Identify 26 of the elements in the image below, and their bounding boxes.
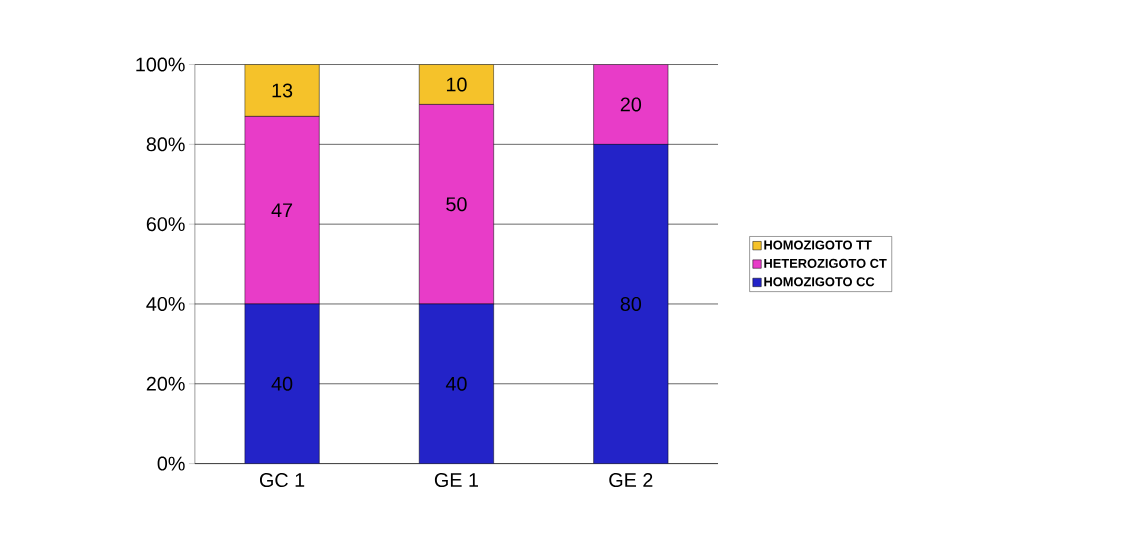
y-tick-label: 0%: [157, 456, 185, 471]
bar: [244, 303, 320, 464]
y-tick-label: 40%: [146, 296, 185, 311]
data-label: 47: [271, 203, 293, 218]
data-label: 10: [446, 77, 467, 92]
data-label: 13: [272, 83, 293, 98]
bar: [418, 303, 494, 464]
x-tick-label: GE 2: [609, 473, 653, 488]
x-tick-label: GC 1: [259, 473, 305, 488]
x-tick-label: GE 1: [434, 473, 479, 488]
y-tick-label: 100%: [136, 57, 185, 72]
bar: [593, 144, 669, 464]
data-label: 80: [620, 296, 642, 311]
y-tick-label: 80%: [146, 137, 185, 152]
legend-label: HOMOZIGOTO TT: [764, 240, 872, 250]
data-label: 50: [446, 197, 467, 212]
data-label: 40: [271, 376, 293, 391]
bar: [593, 64, 669, 145]
y-tick-label: 60%: [146, 217, 185, 232]
data-label: 20: [620, 97, 642, 112]
legend-label: HETEROZIGOTO CT: [764, 258, 887, 268]
bar: [244, 116, 320, 305]
data-label: 40: [445, 376, 467, 391]
bar: [418, 104, 494, 305]
y-tick-label: 20%: [146, 376, 185, 391]
legend-label: HOMOZIGOTO CC: [764, 277, 875, 287]
